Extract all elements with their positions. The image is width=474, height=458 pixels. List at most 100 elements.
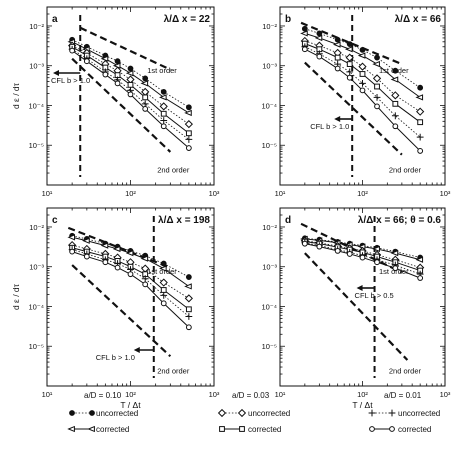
cfl-label: CFL b > 0.5 [355,291,394,300]
data-point [185,313,193,320]
panel-c: 10¹ 10² 10³ 10⁻² 10⁻³ 10⁻⁴ 10⁻⁵ λ/Δ x = 198 c 1st… [11,207,220,410]
series-line [72,244,190,299]
legend-corrected-label-1: corrected [96,425,129,434]
panel-title: λ/Δ x = 66 [395,14,442,25]
series-6 [69,248,192,331]
data-point [185,136,193,143]
data-point [374,103,380,110]
series-6 [301,240,424,281]
series-line [304,243,421,279]
data-point [114,264,121,271]
y-axis-label: d ε / dτ [11,283,21,310]
data-point [334,36,341,43]
x-tick-label: 10¹ [42,189,53,198]
legend-corrected-label-2: corrected [248,425,281,434]
data-point [417,275,424,281]
data-point [160,88,167,95]
data-point [334,248,341,254]
data-point [112,62,121,69]
data-point [126,75,135,84]
series-line [71,46,190,134]
data-point [374,54,380,61]
data-point [417,84,424,91]
data-point [300,30,308,37]
y-tick-label: 10⁻³ [262,62,277,71]
data-point [392,265,399,272]
data-point [316,30,323,37]
series-line [304,48,421,152]
data-point [184,120,193,129]
data-point [112,245,121,253]
legend-corrected-label-3: corrected [398,425,431,434]
y-axis-label: d ε / dτ [11,82,21,109]
data-point [372,74,382,83]
first-order-line [79,26,171,71]
data-point [374,83,380,90]
y-tick-label: 10⁻³ [262,263,277,272]
series-line [72,235,190,278]
first-order-label: 1st order [379,66,409,75]
data-point [140,255,149,262]
data-point [102,71,109,78]
data-point [160,300,167,307]
data-point [69,47,76,54]
legend-uncorrected-marker [69,410,75,416]
data-point [390,76,399,83]
cfl-arrowhead [356,285,363,291]
data-point [314,34,323,42]
data-point [316,243,323,250]
first-order-label: 1st order [147,66,177,75]
data-point [359,79,366,87]
data-point [359,87,366,94]
x-tick-label: 10³ [209,189,220,198]
series-line [304,237,421,258]
legend-title-2: a/D = 0.03 [232,391,270,400]
data-point [184,109,192,117]
y-tick-label: 10⁻⁴ [28,101,44,110]
x-axis-label: T / Δt [352,400,373,410]
panel-b: 10¹ 10² 10³ 10⁻² 10⁻³ 10⁻⁴ 10⁻⁵ λ/Δ x = 66 b 1st … [261,6,451,198]
data-point [373,93,381,101]
series-2 [67,38,192,117]
y-tick-label: 10⁻⁵ [262,141,277,150]
chart-panels: 10¹ 10² 10³ 10⁻² 10⁻³ 10⁻⁴ 10⁻⁵ λ/Δ x = 22 a 1st … [11,6,451,410]
data-point [391,112,399,120]
x-tick-label: 10³ [440,390,451,399]
data-point [160,292,168,299]
y-tick-label: 10⁻⁴ [28,302,44,311]
data-point [142,75,149,82]
legend-uncorrected-label-2: uncorrected [248,409,290,418]
data-point [301,25,308,32]
data-point [67,234,76,241]
data-point [114,58,121,65]
data-point [159,102,168,111]
series-line [304,32,421,98]
data-point [346,68,354,76]
second-order-line [304,252,409,361]
data-point [185,130,192,137]
data-point [372,60,380,68]
series-line [304,28,421,89]
series-2 [300,30,424,101]
data-point [100,55,109,62]
data-point [69,248,76,255]
series-line [71,41,190,114]
series-line [304,241,421,272]
data-point [185,306,192,313]
data-point [415,94,424,101]
legend-corrected-marker [389,426,395,432]
series-4 [301,40,424,126]
data-point [142,94,149,101]
data-point [82,237,90,244]
y-tick-label: 10⁻³ [29,62,44,71]
series-6 [69,47,192,151]
y-tick-label: 10⁻⁴ [261,101,277,110]
y-tick-label: 10⁻² [29,22,44,31]
series-line [304,46,421,138]
data-point [140,80,149,87]
y-tick-label: 10⁻⁵ [262,342,277,351]
series-line [71,251,190,328]
data-point [185,104,192,111]
cfl-arrowhead [53,70,59,76]
y-tick-label: 10⁻⁴ [261,302,277,311]
